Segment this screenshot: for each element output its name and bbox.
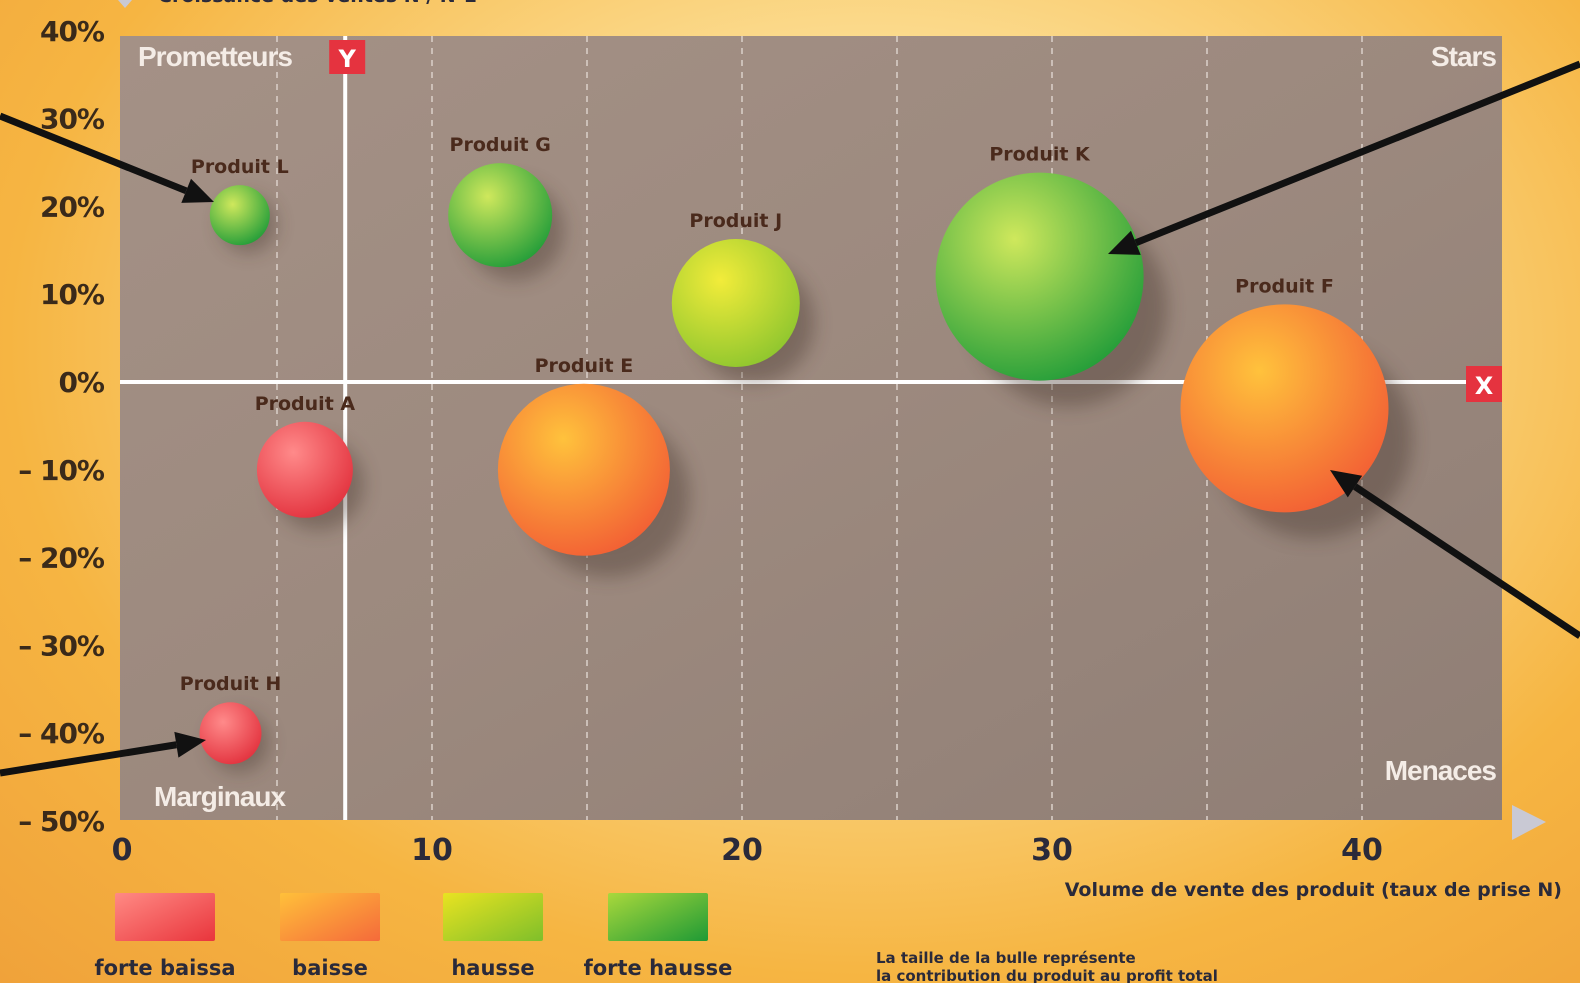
- x-axis-letter: X: [1475, 372, 1494, 400]
- bubble-produit-f: [1180, 304, 1389, 513]
- annotation-arrows: [0, 60, 1580, 777]
- quadrant-label-prometteurs: Prometteurs: [138, 41, 292, 72]
- arrow-line: [0, 741, 177, 777]
- x-axis-arrow-icon: [1512, 805, 1546, 840]
- bubble-produit-g: [448, 163, 553, 268]
- size-note-line-2: la contribution du produit au profit tot…: [876, 967, 1218, 983]
- y-axis-letter: Y: [338, 45, 357, 73]
- bubble-label: Produit F: [1235, 275, 1334, 297]
- quadrant-label-stars: Stars: [1431, 41, 1496, 72]
- bubble-produit-e: [497, 383, 670, 556]
- y-tick-label: 40%: [40, 15, 105, 48]
- bubble-label: Produit G: [450, 134, 551, 156]
- y-tick-label: 10%: [40, 278, 105, 311]
- x-axis-badge: [1466, 366, 1502, 402]
- legend-label: forte baissa: [94, 956, 235, 980]
- y-tick-label: 30%: [40, 103, 105, 136]
- arrow-head-icon: [1330, 470, 1363, 498]
- bubble-produit-j: [671, 238, 800, 367]
- arrow-line: [1353, 483, 1580, 639]
- x-tick-label: 40: [1341, 833, 1383, 868]
- arrow-head-icon: [181, 178, 214, 203]
- bubble-produit-a: [256, 421, 353, 518]
- legend-label: forte hausse: [584, 956, 733, 980]
- tick-labels: 40% 30% 20% 10% 0% – 10% – 20% – 30% – 40% – 50%0…: [18, 15, 1562, 901]
- y-tick-label: 20%: [40, 190, 105, 223]
- bubble-produit-k: [935, 172, 1144, 381]
- bubble-produit-h: [199, 702, 262, 765]
- legend: forte baissa baisse hausse forte hausse: [94, 893, 732, 980]
- arrow-line: [1134, 60, 1580, 247]
- arrow-head-icon: [1108, 230, 1141, 255]
- y-tick-label: – 30%: [18, 629, 105, 662]
- top-fragment-text: Croissance des ventes N / N-1: [158, 0, 477, 7]
- bubble-label: Produit A: [255, 393, 356, 415]
- legend-swatch: [443, 893, 543, 941]
- arrow-line: [0, 112, 188, 195]
- legend-label: hausse: [451, 956, 534, 980]
- x-tick-label: 20: [721, 833, 763, 868]
- y-tick-label: – 10%: [18, 454, 105, 487]
- top-header-fragment: Croissance des ventes N / N-1: [118, 0, 477, 8]
- quadrant-label-marginaux: Marginaux: [154, 781, 286, 812]
- y-tick-label: – 20%: [18, 542, 105, 575]
- bubble-label: Produit H: [180, 673, 282, 695]
- arrow-head-icon: [174, 731, 206, 758]
- quadrant-label-menaces: Menaces: [1385, 755, 1497, 786]
- legend-label: baisse: [292, 956, 368, 980]
- x-tick-label: 0: [112, 833, 133, 868]
- size-note-line-1: La taille de la bulle représente: [876, 949, 1136, 967]
- legend-swatch: [115, 893, 215, 941]
- top-arrow-icon: [118, 0, 132, 8]
- bubbles: Produit L Produit G Produit J Produit K Prod…: [180, 134, 1413, 772]
- y-tick-label: – 50%: [18, 805, 105, 838]
- bubble-label: Produit J: [689, 210, 782, 232]
- quadrant-labels: Prometteurs Stars Marginaux Menaces: [138, 41, 1497, 812]
- legend-swatch: [608, 893, 708, 941]
- legend-swatch: [280, 893, 380, 941]
- y-axis-badge: [329, 40, 366, 74]
- x-tick-label: 10: [411, 833, 453, 868]
- gridlines: [276, 36, 1363, 820]
- bubble-label: Produit L: [191, 156, 289, 178]
- bubble-label: Produit K: [989, 144, 1091, 166]
- x-axis-title: Volume de vente des produit (taux de pri…: [1065, 879, 1562, 901]
- bubble-label: Produit E: [535, 355, 634, 377]
- x-tick-label: 30: [1031, 833, 1073, 868]
- y-tick-label: – 40%: [18, 717, 105, 750]
- bubble-produit-l: [209, 185, 270, 246]
- y-tick-label: 0%: [58, 366, 104, 399]
